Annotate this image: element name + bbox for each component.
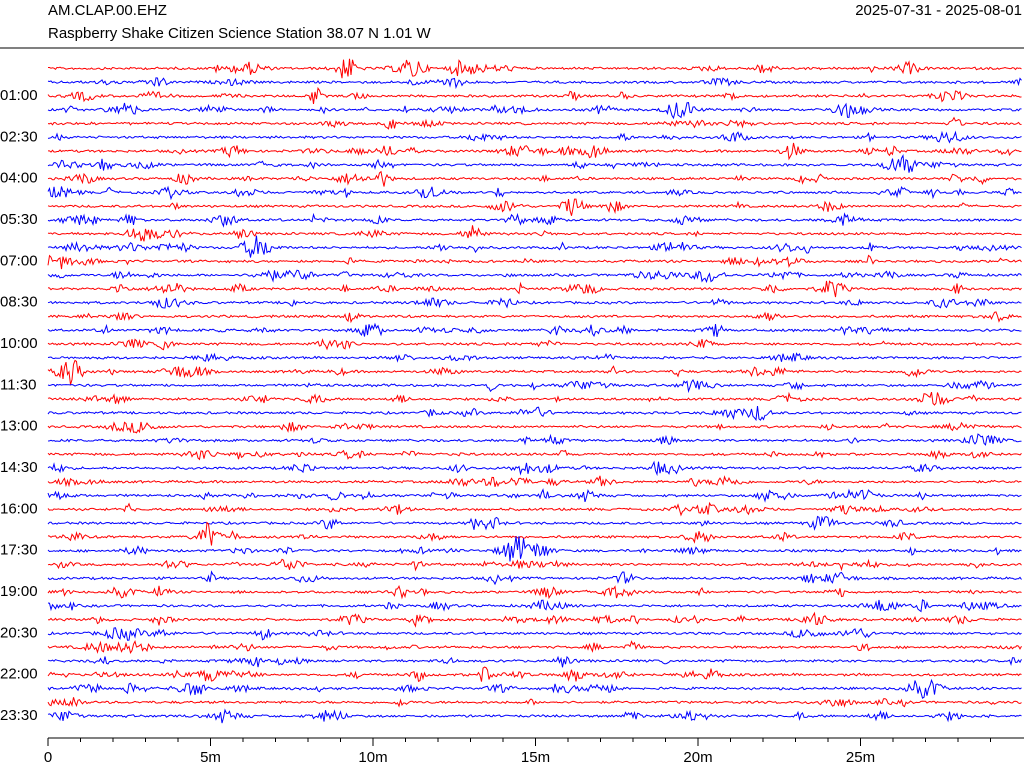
seismic-trace xyxy=(47,77,1022,90)
x-tick-label: 10m xyxy=(358,749,387,766)
seismic-trace xyxy=(47,154,1022,173)
x-tick-label: 25m xyxy=(846,749,875,766)
y-tick-label: 20:30 xyxy=(0,624,38,641)
x-tick-label: 0 xyxy=(44,749,52,766)
seismic-trace xyxy=(47,235,1022,258)
seismic-trace xyxy=(47,130,1022,144)
seismic-trace xyxy=(47,198,1022,216)
seismic-trace xyxy=(47,254,1022,270)
seismic-trace xyxy=(47,460,1022,477)
seismic-trace xyxy=(47,449,1022,461)
seismic-trace xyxy=(47,570,1022,586)
seismic-trace xyxy=(47,599,1022,613)
seismic-trace xyxy=(47,666,1022,683)
seismic-trace xyxy=(47,521,1022,546)
seismic-trace xyxy=(47,225,1022,242)
seismic-trace xyxy=(47,379,1022,394)
seismic-trace xyxy=(47,338,1022,351)
seismic-trace xyxy=(47,280,1022,298)
y-tick-label: 02:30 xyxy=(0,128,38,145)
seismic-trace xyxy=(47,269,1022,284)
y-tick-label: 07:00 xyxy=(0,252,38,269)
seismic-trace xyxy=(47,433,1022,446)
seismic-trace xyxy=(47,558,1022,572)
seismic-trace xyxy=(47,475,1022,488)
seismic-trace xyxy=(47,352,1022,363)
seismic-trace xyxy=(47,708,1022,724)
y-tick-label: 04:00 xyxy=(0,170,38,187)
seismic-trace xyxy=(47,297,1022,309)
seismic-trace xyxy=(47,391,1022,406)
seismic-trace xyxy=(47,488,1022,503)
y-tick-label: 08:30 xyxy=(0,294,38,311)
seismic-trace xyxy=(47,421,1022,434)
seismic-trace xyxy=(47,86,1022,104)
seismic-trace xyxy=(47,102,1022,120)
seismic-trace xyxy=(47,627,1022,641)
seismic-trace xyxy=(47,584,1022,600)
y-tick-label: 10:00 xyxy=(0,335,38,352)
y-tick-label: 23:30 xyxy=(0,707,38,724)
y-tick-label: 19:00 xyxy=(0,583,38,600)
x-tick-label: 20m xyxy=(683,749,712,766)
seismic-trace xyxy=(47,185,1022,201)
traces xyxy=(47,58,1022,724)
seismic-trace xyxy=(47,655,1022,668)
y-tick-label: 17:30 xyxy=(0,542,38,559)
seismic-trace xyxy=(47,359,1022,385)
seismic-trace xyxy=(47,678,1022,699)
seismic-trace xyxy=(47,212,1022,228)
y-tick-label: 13:00 xyxy=(0,418,38,435)
subtitle: Raspberry Shake Citizen Science Station … xyxy=(48,25,432,42)
y-tick-label: 01:00 xyxy=(0,87,38,104)
seismic-trace xyxy=(47,170,1022,187)
y-tick-label: 05:30 xyxy=(0,211,38,228)
seismic-trace xyxy=(47,697,1022,708)
seismic-trace xyxy=(48,311,1022,324)
seismic-trace xyxy=(47,406,1022,422)
y-tick-label: 14:30 xyxy=(0,459,38,476)
seismic-trace xyxy=(47,322,1022,338)
seismic-trace xyxy=(47,515,1022,531)
seismic-trace xyxy=(47,611,1022,628)
station-code: AM.CLAP.00.EHZ xyxy=(48,2,167,19)
y-tick-label: 16:00 xyxy=(0,500,38,517)
seismic-trace xyxy=(47,501,1022,517)
seismic-trace xyxy=(48,142,1022,161)
x-tick-label: 5m xyxy=(200,749,221,766)
x-tick-label: 15m xyxy=(521,749,550,766)
y-tick-label: 22:00 xyxy=(0,666,38,683)
y-tick-label: 11:30 xyxy=(0,376,36,393)
seismic-trace xyxy=(48,58,1022,79)
seismic-trace xyxy=(47,116,1022,130)
seismic-trace xyxy=(47,536,1022,562)
date-range: 2025-07-31 - 2025-08-01 xyxy=(855,2,1022,19)
seismic-trace xyxy=(47,640,1022,655)
